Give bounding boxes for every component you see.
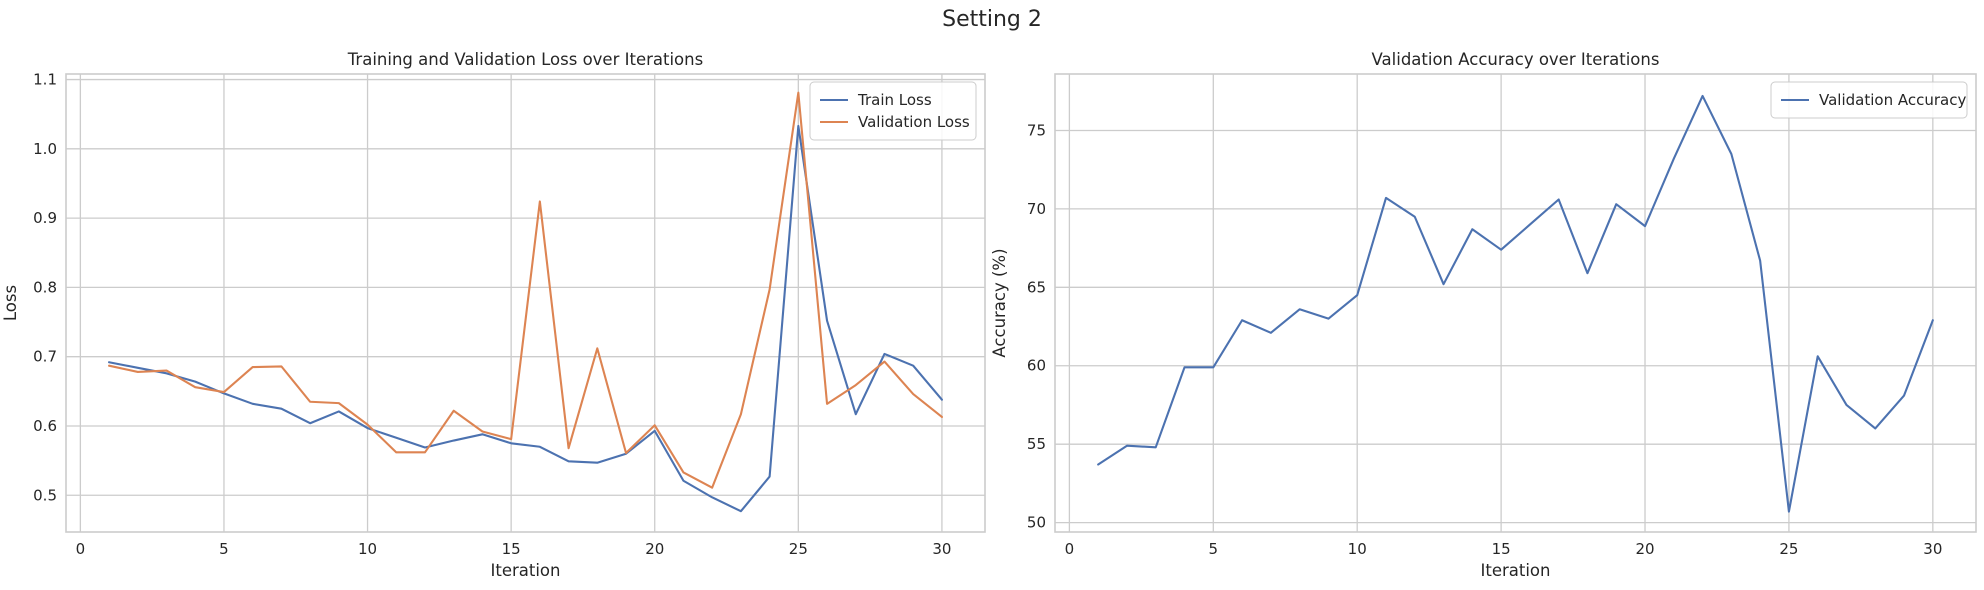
chart0-y-tick-label: 0.5 <box>33 486 57 504</box>
chart1-x-tick-label: 0 <box>1065 540 1075 558</box>
chart0-x-tick-label: 30 <box>932 540 951 558</box>
chart0-x-axis-label: Iteration <box>491 561 561 580</box>
chart0-y-tick-label: 1.0 <box>33 140 57 158</box>
chart0-y-tick-label: 1.1 <box>33 71 57 89</box>
accuracy-chart-panel: 0 5 10 15 20 25 30 50 55 60 65 70 75 Validation Accur… <box>990 50 1977 580</box>
chart1-y-axis-label: Accuracy (%) <box>990 248 1009 357</box>
chart0-series-line-0 <box>108 124 943 513</box>
chart0-y-tick-label: 0.9 <box>33 209 57 227</box>
chart1-x-tick-label: 25 <box>1779 540 1798 558</box>
chart1-title: Validation Accuracy over Iterations <box>1372 50 1660 69</box>
chart1-plot-frame <box>1054 73 1977 533</box>
chart0-x-tick-label: 5 <box>219 540 229 558</box>
chart1-y-tick-label: 60 <box>1027 357 1046 375</box>
chart1-y-tick-label: 50 <box>1027 514 1046 532</box>
chart1-x-tick-label: 20 <box>1635 540 1654 558</box>
chart0-legend: Train Loss Validation Loss <box>809 81 977 141</box>
chart1-series-line-0 <box>1097 94 1934 513</box>
chart0-x-tick-label: 25 <box>789 540 808 558</box>
chart1-legend-box <box>1770 81 1968 119</box>
chart0-title: Training and Validation Loss over Iterat… <box>347 50 703 69</box>
chart0-x-tick-label: 20 <box>645 540 664 558</box>
chart0-y-tick-label: 0.6 <box>33 417 57 435</box>
chart0-legend-entry: Train Loss <box>857 91 932 109</box>
chart1-x-axis-label: Iteration <box>1481 561 1551 580</box>
chart1-x-tick-label: 10 <box>1348 540 1367 558</box>
chart1-y-tick-label: 70 <box>1027 200 1046 218</box>
chart0-legend-entry: Validation Loss <box>858 113 970 131</box>
chart1-legend-entry: Validation Accuracy <box>1819 91 1966 109</box>
chart0-y-tick-label: 0.7 <box>33 348 57 366</box>
chart0-y-tick-label: 0.8 <box>33 278 57 296</box>
chart0-x-tick-label: 0 <box>76 540 86 558</box>
chart1-x-tick-label: 5 <box>1209 540 1219 558</box>
chart0-y-axis-label: Loss <box>1 285 20 321</box>
chart1-y-tick-label: 55 <box>1027 435 1046 453</box>
chart0-x-tick-label: 15 <box>502 540 521 558</box>
chart0-plot-frame <box>65 73 986 533</box>
chart1-legend: Validation Accuracy <box>1770 81 1968 119</box>
chart1-x-tick-label: 30 <box>1923 540 1942 558</box>
chart1-y-tick-label: 75 <box>1027 121 1046 139</box>
figure-suptitle: Setting 2 <box>942 7 1042 32</box>
chart0-x-tick-label: 10 <box>358 540 377 558</box>
loss-chart-panel: 0 5 10 15 20 25 30 0.5 0.6 0.7 0.8 0.9 1.0 1.1 Trainin… <box>1 50 986 580</box>
chart1-x-tick-label: 15 <box>1492 540 1511 558</box>
chart0-legend-box <box>809 81 977 141</box>
chart1-y-tick-label: 65 <box>1027 278 1046 296</box>
chart0-series-line-1 <box>108 91 943 489</box>
